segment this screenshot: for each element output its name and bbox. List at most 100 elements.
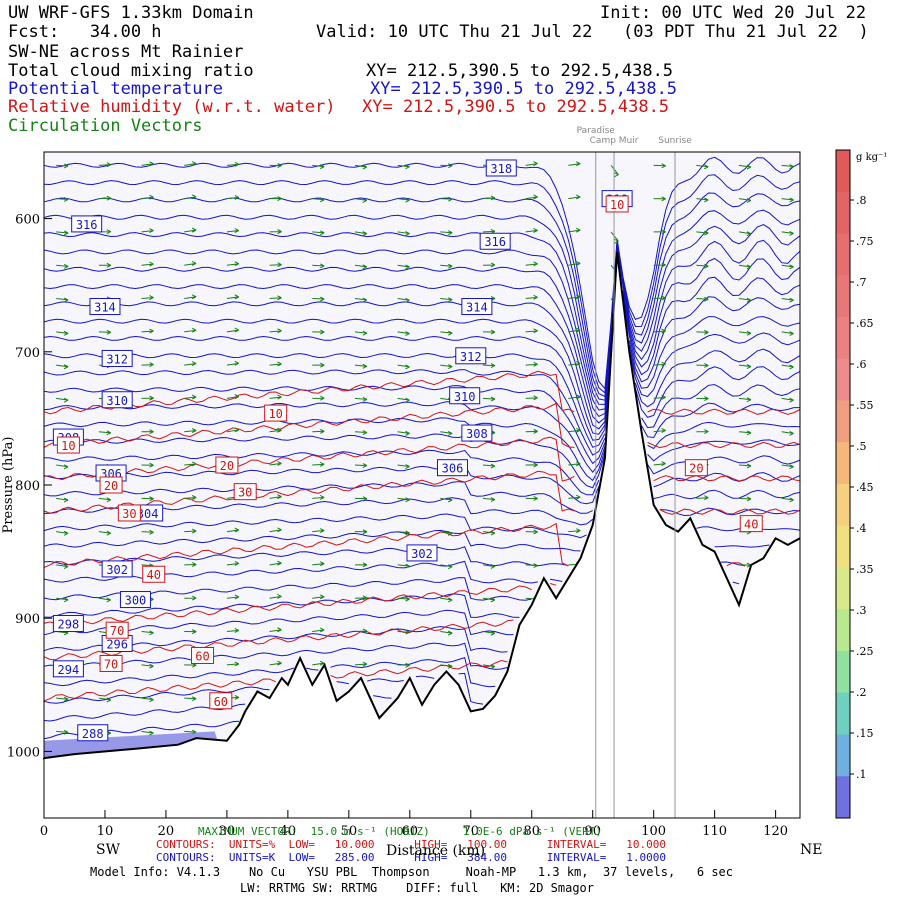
- circulation-vector-259: [56, 729, 69, 735]
- circulation-vector-108: [56, 364, 69, 370]
- rh-label-8: 40: [147, 568, 161, 582]
- theta-label-6: 312: [106, 352, 128, 366]
- circulation-vector-15: [696, 164, 709, 170]
- colorbar-unit: g kg⁻¹: [856, 152, 887, 163]
- colorbar-tick-label-2: .7: [856, 276, 867, 289]
- rh-label-10: 70: [110, 624, 124, 638]
- circulation-vector-86: [653, 295, 666, 301]
- circulation-vector-117: [440, 364, 453, 370]
- colorbar-tick-label-4: .6: [856, 358, 867, 371]
- circulation-vector-26: [397, 197, 410, 203]
- theta-label-box-16: [406, 544, 438, 562]
- colorbar-segment-12: [836, 651, 850, 694]
- circulation-vector-104: [653, 328, 666, 334]
- x-tick-label-7: 70: [463, 824, 480, 839]
- circulation-vector-223: [184, 595, 197, 601]
- theta-label-box-9: [449, 387, 481, 405]
- circulation-vector-138: [653, 394, 666, 400]
- circulation-vector-224: [226, 594, 240, 600]
- colorbar-tick-label-14: .1: [856, 768, 867, 781]
- circulation-vector-229: [440, 597, 453, 603]
- theta-label-3: 316: [484, 235, 506, 249]
- theta-label-box-20: [52, 660, 84, 678]
- circulation-vector-188: [568, 494, 581, 500]
- forecast-hour: Fcst: 34.00 h: [8, 22, 162, 42]
- y-tick-label-1: 700: [15, 346, 40, 361]
- theta-label-box-8: [101, 391, 133, 409]
- rh-label-12: 60: [195, 649, 209, 663]
- circulation-label: Circulation Vectors: [8, 116, 203, 136]
- circulation-vector-145: [184, 428, 197, 433]
- circulation-vector-191: [781, 497, 794, 503]
- theta-contour-4: [43, 224, 801, 405]
- circulation-vector-182: [312, 494, 325, 500]
- circulation-vector-125: [56, 397, 69, 403]
- circulation-vector-11: [525, 161, 538, 167]
- theta-label-20: 294: [58, 663, 80, 677]
- circulation-vector-185: [440, 497, 453, 503]
- circulation-vector-95: [269, 328, 282, 334]
- circulation-vector-60: [312, 263, 325, 269]
- circulation-vector-4: [226, 161, 240, 167]
- circulation-vector-122: [696, 363, 709, 368]
- x-tick-label-5: 50: [341, 824, 358, 839]
- circulation-vector-102: [568, 327, 581, 333]
- circulation-vector-257: [184, 696, 197, 702]
- circulation-vector-249: [312, 660, 325, 666]
- circulation-vector-164: [269, 460, 282, 466]
- theta-field-xy: XY= 212.5,390.5 to 292.5,438.5: [370, 79, 678, 99]
- circulation-vector-68: [653, 262, 666, 268]
- circulation-vector-194: [141, 529, 154, 535]
- circulation-vector-216: [482, 564, 496, 569]
- theta-contour-7: [43, 276, 801, 424]
- colorbar-tick-label-6: .5: [856, 440, 867, 453]
- colorbar-segment-5: [836, 358, 850, 401]
- rh-label-2: 10: [61, 439, 75, 453]
- circulation-vector-89: [781, 297, 794, 303]
- circulation-vector-12: [568, 161, 581, 167]
- circulation-vector-107: [781, 331, 794, 337]
- colorbar-segment-1: [836, 191, 850, 234]
- circulation-vector-25: [354, 197, 368, 203]
- circulation-vector-248: [269, 660, 282, 666]
- theta-contour-3: [43, 209, 801, 401]
- circulation-vector-255: [98, 697, 111, 703]
- circulation-vector-136: [525, 395, 538, 401]
- colorbar-segment-13: [836, 692, 850, 735]
- circulation-vector-159: [56, 464, 69, 470]
- circulation-vector-252: [440, 663, 453, 669]
- rh-label-3: 20: [220, 459, 234, 473]
- theta-label-box-5: [461, 298, 493, 316]
- circulation-vector-179: [184, 495, 197, 500]
- circulation-vector-124: [781, 364, 794, 370]
- theta-label-box-18: [52, 615, 84, 633]
- circulation-vector-38: [141, 228, 154, 234]
- x-tick-label-4: 40: [280, 824, 297, 839]
- theta-label-5: 314: [466, 301, 488, 315]
- theta-contour-2: [43, 192, 801, 398]
- theta-label-21: 288: [82, 727, 104, 741]
- theta-contour-31: [43, 672, 484, 705]
- circulation-vector-2: [141, 161, 154, 167]
- rh-contour-3: [43, 470, 801, 515]
- rh-label-6: 30: [238, 486, 252, 500]
- x-tick-label-1: 10: [97, 824, 114, 839]
- colorbar-tick-label-12: .2: [856, 686, 867, 699]
- circulation-vector-1: [98, 162, 112, 168]
- circulation-vector-88: [738, 297, 752, 303]
- colorbar-tick-label-8: .4: [856, 522, 867, 535]
- theta-label-box-21: [77, 724, 109, 742]
- circulation-vector-175: [781, 464, 794, 470]
- circulation-vector-56: [141, 261, 154, 267]
- circulation-vector-53: [781, 230, 794, 236]
- theta-contour-11: [43, 348, 801, 448]
- circulation-vector-157: [738, 430, 752, 436]
- circulation-vector-245: [141, 663, 154, 669]
- theta-contour-13: [43, 384, 801, 465]
- rh-label-box-10: [105, 621, 129, 639]
- circulation-vector-116: [397, 364, 410, 370]
- circulation-vector-123: [738, 364, 752, 369]
- circulation-vector-213: [354, 562, 368, 568]
- x-tick-label-12: 120: [763, 824, 788, 839]
- theta-label-13: 306: [442, 462, 464, 476]
